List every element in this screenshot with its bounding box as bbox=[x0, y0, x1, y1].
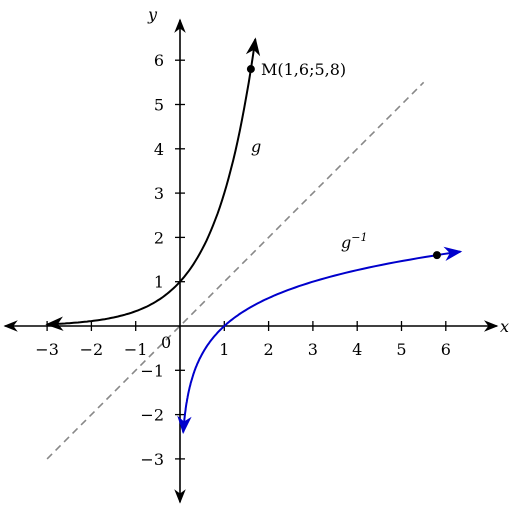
x-tick-label: −1 bbox=[124, 340, 148, 359]
x-tick-label: −2 bbox=[80, 340, 104, 359]
point-m-inverse-marker bbox=[432, 251, 441, 260]
reference-line-y-equals-x bbox=[46, 81, 425, 460]
y-tick-label: −1 bbox=[140, 361, 164, 380]
x-tick-label: 2 bbox=[264, 340, 274, 359]
series-g-inverse-annotation: g−1 bbox=[341, 231, 367, 252]
y-tick-label: 3 bbox=[154, 184, 164, 203]
point-m-marker bbox=[246, 65, 255, 74]
y-tick-label: 5 bbox=[154, 96, 164, 115]
y-tick-label: 1 bbox=[154, 273, 164, 292]
origin-label: 0 bbox=[161, 333, 171, 352]
y-tick-label: −3 bbox=[140, 450, 164, 469]
point-m-label: M(1,6;5,8) bbox=[261, 60, 346, 79]
x-tick-label: 4 bbox=[352, 340, 362, 359]
x-tick-label: 3 bbox=[308, 340, 318, 359]
x-tick-label: 1 bbox=[219, 340, 229, 359]
x-tick-label: −3 bbox=[35, 340, 59, 359]
y-tick-label: 6 bbox=[154, 51, 164, 70]
series-g-line bbox=[45, 37, 261, 331]
series-g-inverse-base: g bbox=[341, 233, 351, 252]
series-g-inverse-exponent: −1 bbox=[351, 231, 367, 244]
series-g-annotation: g bbox=[251, 137, 261, 156]
y-tick-label: 4 bbox=[154, 140, 164, 159]
y-tick-label: −2 bbox=[140, 406, 164, 425]
x-axis-label: x bbox=[500, 317, 509, 336]
series-g-inverse-line bbox=[177, 246, 463, 435]
x-tick-label: 5 bbox=[396, 340, 406, 359]
y-tick-label: 2 bbox=[154, 228, 164, 247]
x-tick-label: 6 bbox=[441, 340, 451, 359]
y-axis-label: y bbox=[147, 5, 158, 24]
